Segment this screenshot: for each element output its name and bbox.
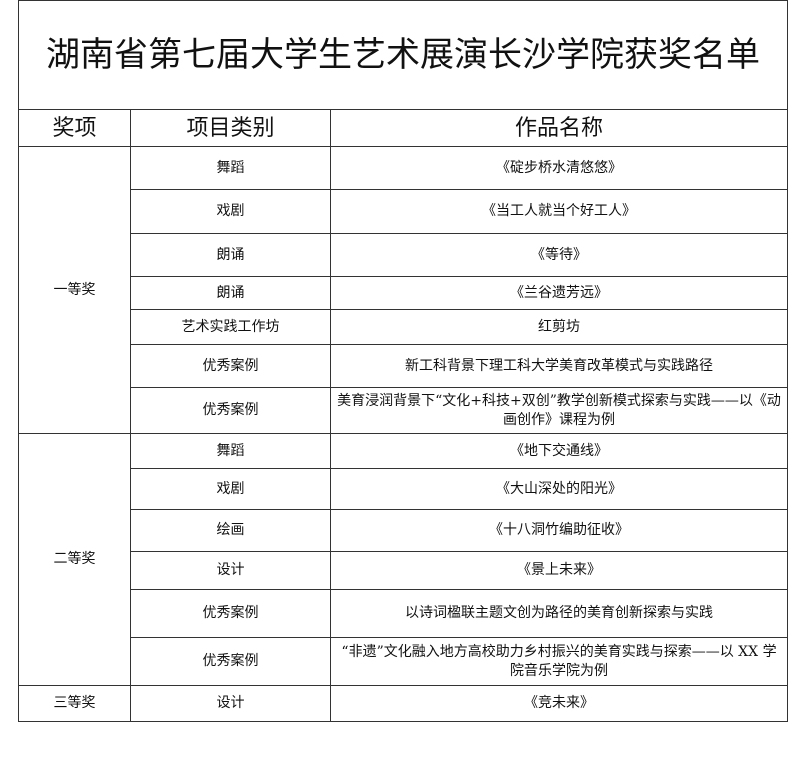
work-title-cell: “非遗”文化融入地方高校助力乡村振兴的美育实践与探索——以 XX 学院音乐学院为…: [330, 637, 788, 686]
work-title-cell: 《当工人就当个好工人》: [330, 189, 788, 234]
category-cell: 优秀案例: [130, 387, 331, 434]
category-cell: 艺术实践工作坊: [130, 309, 331, 345]
category-cell: 舞蹈: [130, 146, 331, 190]
table-row: 绘画 《十八洞竹编助征收》: [19, 509, 788, 552]
document-title: 湖南省第七届大学生艺术展演长沙学院获奖名单: [18, 0, 788, 110]
category-cell: 优秀案例: [130, 637, 331, 686]
work-title-cell: 《十八洞竹编助征收》: [330, 509, 788, 552]
award-level: 一等奖: [18, 146, 131, 434]
header-category: 项目类别: [130, 109, 331, 147]
award-level: 二等奖: [18, 433, 131, 686]
table-row: 三等奖 设计 《竞未来》: [18, 685, 788, 722]
header-work: 作品名称: [330, 109, 788, 147]
work-title-cell: 美育浸润背景下“文化+科技+双创”教学创新模式探索与实践——以《动画创作》课程为…: [330, 387, 788, 434]
category-cell: 优秀案例: [130, 344, 331, 388]
table-row: 朗诵 《等待》: [19, 233, 788, 277]
category-cell: 朗诵: [130, 233, 331, 277]
work-title-cell: 《等待》: [330, 233, 788, 277]
work-title-cell: 红剪坊: [330, 309, 788, 345]
table-row: 戏剧 《大山深处的阳光》: [19, 468, 788, 510]
award-level: 三等奖: [18, 685, 131, 722]
category-cell: 设计: [130, 551, 331, 590]
work-title-cell: 《碇步桥水清悠悠》: [330, 146, 788, 190]
work-title-cell: 《景上未来》: [330, 551, 788, 590]
table-row: 优秀案例 以诗词楹联主题文创为路径的美育创新探索与实践: [19, 589, 788, 638]
work-title-cell: 《竞未来》: [330, 685, 788, 722]
table-row: 优秀案例 新工科背景下理工科大学美育改革模式与实践路径: [19, 344, 788, 388]
table-row: 朗诵 《兰谷遗芳远》: [19, 276, 788, 310]
award-table: 湖南省第七届大学生艺术展演长沙学院获奖名单 奖项 项目类别 作品名称 一等奖 舞蹈…: [18, 0, 788, 722]
work-title-cell: 《大山深处的阳光》: [330, 468, 788, 510]
category-cell: 舞蹈: [130, 433, 331, 469]
work-title-cell: 以诗词楹联主题文创为路径的美育创新探索与实践: [330, 589, 788, 638]
category-cell: 设计: [130, 685, 331, 722]
table-row: 设计 《景上未来》: [19, 551, 788, 590]
table-row: 一等奖 舞蹈 《碇步桥水清悠悠》: [18, 146, 788, 434]
category-cell: 绘画: [130, 509, 331, 552]
table-row: 二等奖 舞蹈 《地下交通线》: [18, 433, 788, 686]
work-title-cell: 新工科背景下理工科大学美育改革模式与实践路径: [330, 344, 788, 388]
table-row: 艺术实践工作坊 红剪坊: [19, 309, 788, 345]
table-row: 戏剧 《当工人就当个好工人》: [19, 189, 788, 234]
work-title-cell: 《地下交通线》: [330, 433, 788, 469]
table-row: 优秀案例 “非遗”文化融入地方高校助力乡村振兴的美育实践与探索——以 XX 学院音…: [19, 637, 788, 686]
category-cell: 优秀案例: [130, 589, 331, 638]
table-row: 优秀案例 美育浸润背景下“文化+科技+双创”教学创新模式探索与实践——以《动画创作…: [19, 387, 788, 434]
category-cell: 朗诵: [130, 276, 331, 310]
header-award: 奖项: [18, 109, 131, 147]
category-cell: 戏剧: [130, 189, 331, 234]
category-cell: 戏剧: [130, 468, 331, 510]
work-title-cell: 《兰谷遗芳远》: [330, 276, 788, 310]
